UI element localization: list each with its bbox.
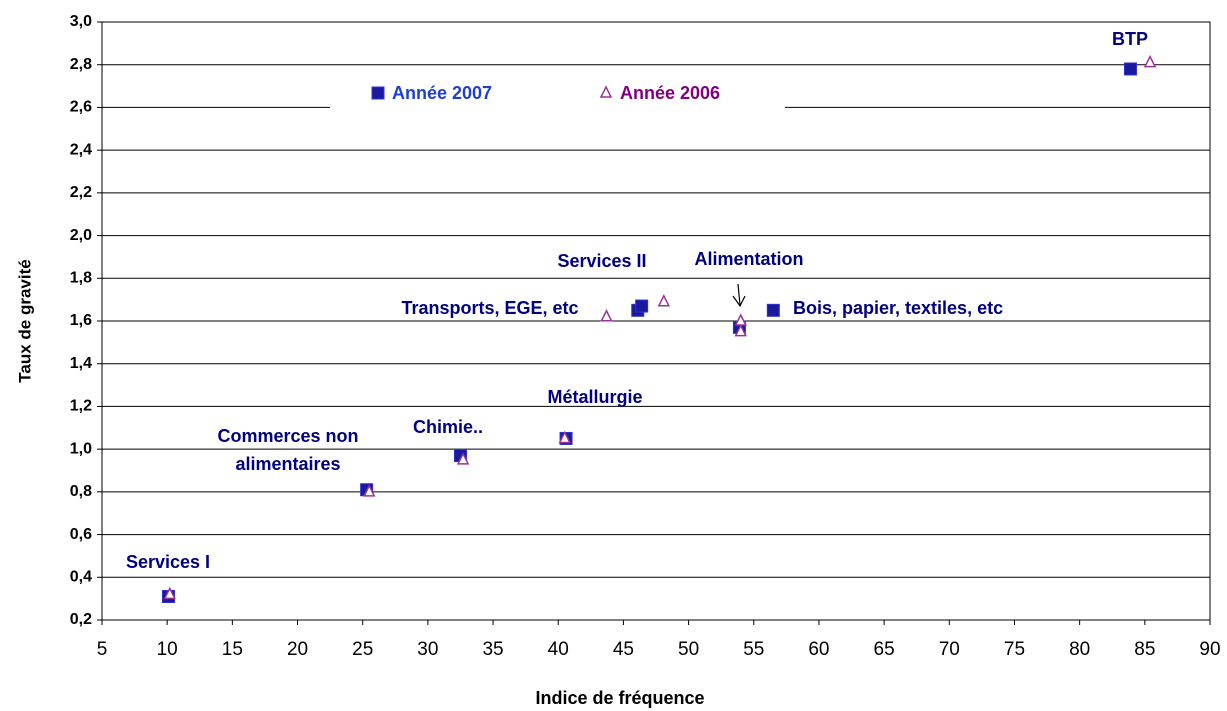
annotation: Commerces non (217, 426, 358, 446)
y-tick-label: 1,6 (70, 312, 92, 329)
x-tick-label: 75 (1004, 639, 1025, 660)
x-tick-label: 60 (808, 639, 829, 660)
x-tick-label: 55 (743, 639, 764, 660)
y-tick-label: 1,8 (70, 270, 92, 287)
x-tick-label: 35 (482, 639, 503, 660)
marks (161, 54, 1157, 604)
y-tick-label: 2,0 (70, 227, 92, 244)
y-tick-label: 0,8 (70, 483, 92, 500)
point (635, 299, 649, 313)
annotation: Services I (126, 552, 210, 572)
annotation: BTP (1112, 29, 1148, 49)
y-tick-label: 3,0 (70, 13, 92, 30)
point (363, 484, 376, 497)
y-tick-label: 2,6 (70, 99, 92, 116)
annotation: Bois, papier, textiles, etc (793, 298, 1003, 318)
y-tick-label: 2,8 (70, 56, 92, 73)
point (734, 324, 747, 337)
y-tick-label: 0,2 (70, 611, 92, 628)
legend-label: Année 2006 (620, 83, 720, 103)
x-tick-label: 45 (613, 639, 634, 660)
legend-label: Année 2007 (392, 83, 492, 103)
x-tick-label: 15 (222, 639, 243, 660)
x-tick-label: 70 (939, 639, 960, 660)
y-tick-label: 1,4 (70, 355, 92, 372)
y-tick-label: 0,6 (70, 526, 92, 543)
x-tick-label: 80 (1069, 639, 1090, 660)
point (1123, 62, 1137, 76)
x-tick-label: 30 (417, 639, 438, 660)
point (600, 309, 613, 322)
x-tick-label: 20 (287, 639, 308, 660)
arrow (737, 283, 741, 306)
point (657, 294, 671, 307)
x-axis-label: Indice de fréquence (535, 688, 704, 708)
y-tick-label: 1,0 (70, 440, 92, 457)
x-tick-label: 40 (548, 639, 569, 660)
annotation: Métallurgie (547, 387, 642, 407)
grid (102, 21, 1210, 621)
x-tick-label: 65 (874, 639, 895, 660)
arrow-head (732, 295, 746, 308)
annotation: Transports, EGE, etc (401, 298, 578, 318)
y-axis-label: Taux de gravité (15, 259, 34, 382)
annotation: Chimie.. (413, 417, 483, 437)
annotation: alimentaires (235, 454, 340, 474)
x-tick-label: 25 (352, 639, 373, 660)
y-tick-label: 2,4 (70, 141, 92, 158)
legend-marker (599, 85, 613, 98)
y-tick-label: 2,2 (70, 184, 92, 201)
x-tick-label: 85 (1134, 639, 1155, 660)
x-tick-label: 5 (97, 639, 108, 660)
legend-box (330, 86, 785, 126)
point (1143, 54, 1157, 68)
point (163, 586, 176, 600)
x-tick-label: 50 (678, 639, 699, 660)
point (456, 452, 470, 465)
y-tick-label: 0,4 (70, 569, 92, 586)
y-tick-label: 1,2 (70, 398, 92, 415)
point (558, 430, 571, 444)
point (766, 303, 780, 317)
annotation: Alimentation (694, 249, 803, 269)
annotation: Services II (557, 251, 646, 271)
x-tick-label: 10 (157, 639, 178, 660)
x-tick-label: 90 (1199, 639, 1220, 660)
legend-marker (371, 86, 385, 100)
